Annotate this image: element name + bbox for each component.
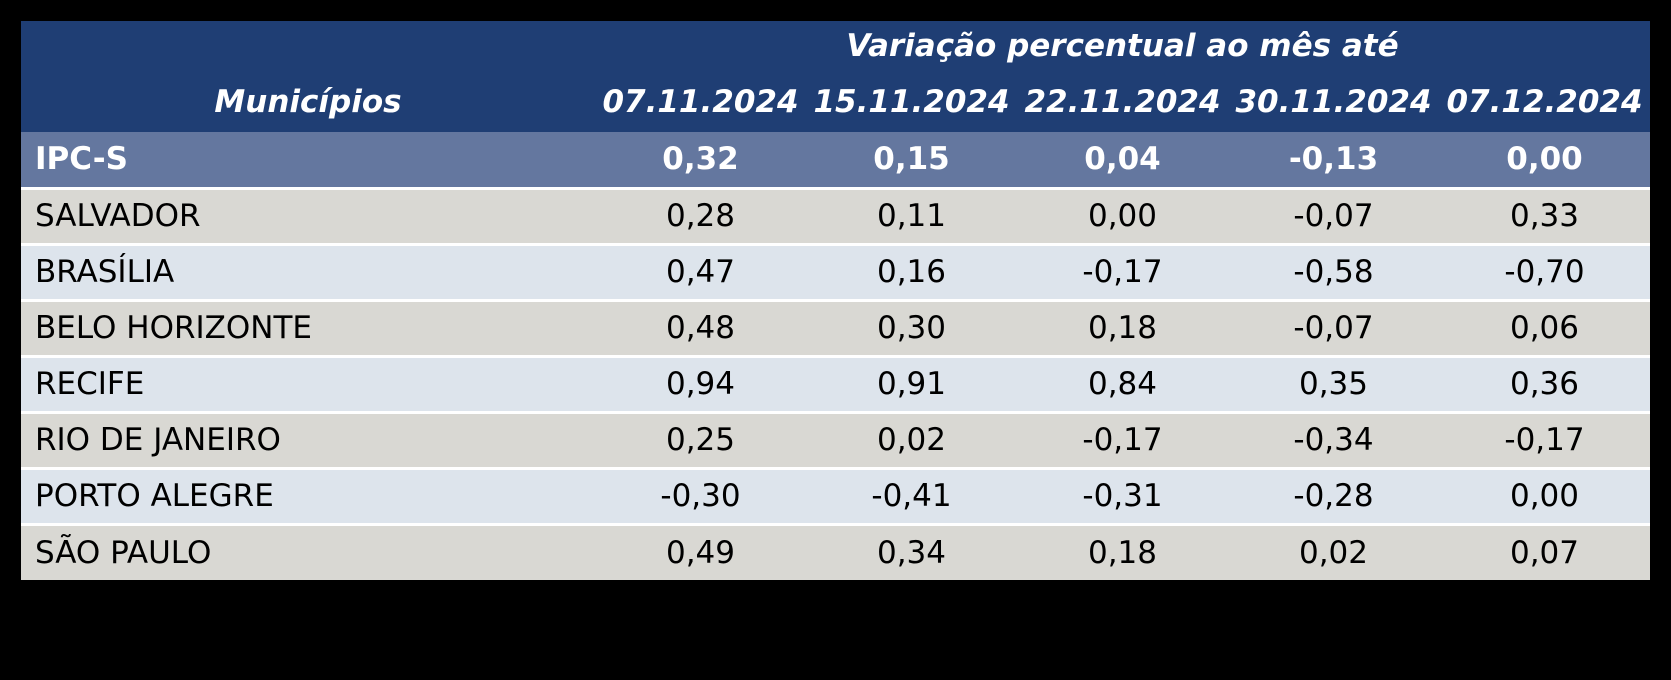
cell-value: -0,28	[1228, 468, 1439, 524]
cell-value: 0,48	[595, 300, 806, 356]
cell-value: 0,06	[1439, 300, 1650, 356]
cell-value: 0,15	[806, 132, 1017, 188]
cell-value: 0,84	[1017, 356, 1228, 412]
cell-value: 0,00	[1439, 468, 1650, 524]
municipios-column-header: Municípios	[21, 71, 595, 132]
cell-value: 0,32	[595, 132, 806, 188]
table-row-porto-alegre: PORTO ALEGRE -0,30 -0,41 -0,31 -0,28 0,0…	[21, 468, 1650, 524]
cell-value: 0,18	[1017, 300, 1228, 356]
cell-value: 0,47	[595, 244, 806, 300]
cell-value: -0,34	[1228, 412, 1439, 468]
date-column-header-3: 22.11.2024	[1017, 71, 1228, 132]
cell-value: -0,58	[1228, 244, 1439, 300]
cell-value: -0,41	[806, 468, 1017, 524]
header-spacer	[21, 21, 595, 71]
cell-value: 0,28	[595, 188, 806, 244]
row-label: IPC-S	[21, 132, 595, 188]
cell-value: 0,91	[806, 356, 1017, 412]
cell-value: -0,17	[1439, 412, 1650, 468]
cell-value: 0,30	[806, 300, 1017, 356]
table-row-salvador: SALVADOR 0,28 0,11 0,00 -0,07 0,33	[21, 188, 1650, 244]
cell-value: -0,17	[1017, 244, 1228, 300]
column-header-row: Municípios 07.11.2024 15.11.2024 22.11.2…	[21, 71, 1650, 132]
table-row-recife: RECIFE 0,94 0,91 0,84 0,35 0,36	[21, 356, 1650, 412]
cell-value: -0,07	[1228, 300, 1439, 356]
cell-value: 0,34	[806, 524, 1017, 580]
row-label: RECIFE	[21, 356, 595, 412]
cell-value: -0,07	[1228, 188, 1439, 244]
table-row-sao-paulo: SÃO PAULO 0,49 0,34 0,18 0,02 0,07	[21, 524, 1650, 580]
row-label: PORTO ALEGRE	[21, 468, 595, 524]
cell-value: 0,00	[1017, 188, 1228, 244]
cell-value: 0,00	[1439, 132, 1650, 188]
row-label: BRASÍLIA	[21, 244, 595, 300]
table-row-brasilia: BRASÍLIA 0,47 0,16 -0,17 -0,58 -0,70	[21, 244, 1650, 300]
cell-value: -0,13	[1228, 132, 1439, 188]
table-body: IPC-S 0,32 0,15 0,04 -0,13 0,00 SALVADOR…	[21, 132, 1650, 580]
date-column-header-2: 15.11.2024	[806, 71, 1017, 132]
cell-value: -0,70	[1439, 244, 1650, 300]
cell-value: -0,30	[595, 468, 806, 524]
cell-value: 0,11	[806, 188, 1017, 244]
table-header: Variação percentual ao mês até Município…	[21, 21, 1650, 132]
cell-value: 0,02	[1228, 524, 1439, 580]
cell-value: -0,17	[1017, 412, 1228, 468]
cell-value: 0,35	[1228, 356, 1439, 412]
cell-value: -0,31	[1017, 468, 1228, 524]
cell-value: 0,04	[1017, 132, 1228, 188]
date-column-header-1: 07.11.2024	[595, 71, 806, 132]
cell-value: 0,36	[1439, 356, 1650, 412]
ipcs-variation-table: Variação percentual ao mês até Município…	[21, 21, 1650, 580]
cell-value: 0,49	[595, 524, 806, 580]
group-header-title: Variação percentual ao mês até	[595, 21, 1650, 71]
row-label: SALVADOR	[21, 188, 595, 244]
date-column-header-5: 07.12.2024	[1439, 71, 1650, 132]
table-row-ipcs: IPC-S 0,32 0,15 0,04 -0,13 0,00	[21, 132, 1650, 188]
row-label: BELO HORIZONTE	[21, 300, 595, 356]
date-column-header-4: 30.11.2024	[1228, 71, 1439, 132]
cell-value: 0,94	[595, 356, 806, 412]
cell-value: 0,33	[1439, 188, 1650, 244]
cell-value: 0,07	[1439, 524, 1650, 580]
table-row-rio-de-janeiro: RIO DE JANEIRO 0,25 0,02 -0,17 -0,34 -0,…	[21, 412, 1650, 468]
table-row-belo-horizonte: BELO HORIZONTE 0,48 0,30 0,18 -0,07 0,06	[21, 300, 1650, 356]
group-header-row: Variação percentual ao mês até	[21, 21, 1650, 71]
row-label: RIO DE JANEIRO	[21, 412, 595, 468]
cell-value: 0,16	[806, 244, 1017, 300]
cell-value: 0,02	[806, 412, 1017, 468]
cell-value: 0,18	[1017, 524, 1228, 580]
row-label: SÃO PAULO	[21, 524, 595, 580]
cell-value: 0,25	[595, 412, 806, 468]
